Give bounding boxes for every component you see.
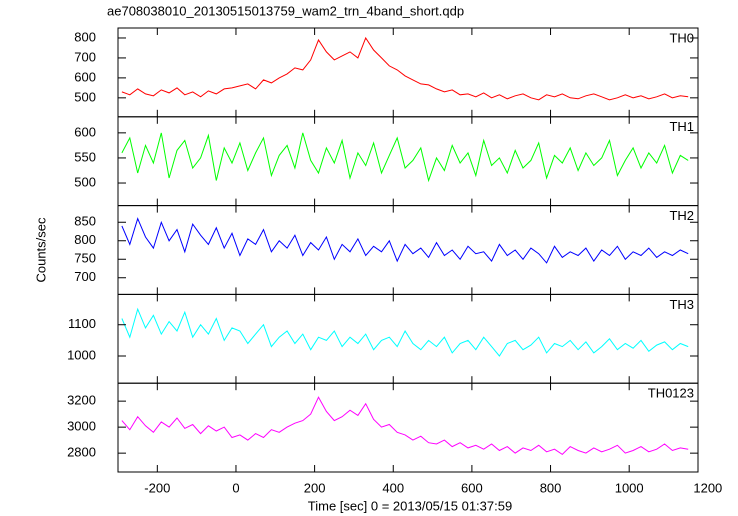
y-tick-label: 700 <box>74 49 96 64</box>
x-axis-label: Time [sec] 0 = 2013/05/15 01:37:59 <box>308 498 512 513</box>
y-tick-label: 750 <box>74 251 96 266</box>
y-tick-label: 3200 <box>67 393 96 408</box>
panel-frame <box>117 382 699 473</box>
y-tick-label: 600 <box>74 124 96 139</box>
x-tick-label: -200 <box>144 480 170 495</box>
x-tick-label: 400 <box>382 480 404 495</box>
series-line <box>121 396 689 456</box>
y-tick-label: 800 <box>74 29 96 44</box>
y-tick-label: 500 <box>74 174 96 189</box>
series-line <box>121 217 689 264</box>
y-tick-label: 500 <box>74 89 96 104</box>
x-tick-label: 800 <box>540 480 562 495</box>
y-tick-label: 600 <box>74 69 96 84</box>
y-tick-label: 800 <box>74 232 96 247</box>
panel-frame <box>117 293 699 384</box>
x-tick-label: 600 <box>461 480 483 495</box>
chart-title: ae708038010_20130515013759_wam2_trn_4ban… <box>107 3 464 18</box>
series-line <box>121 132 689 183</box>
panel-frame <box>117 116 699 207</box>
y-tick-label: 3000 <box>67 419 96 434</box>
x-tick-label: 0 <box>232 480 239 495</box>
series-line <box>121 36 689 101</box>
legend-label: TH0123 <box>648 386 694 401</box>
y-tick-label: 550 <box>74 149 96 164</box>
y-tick-label: 1000 <box>67 347 96 362</box>
y-tick-label: 2800 <box>67 445 96 460</box>
y-tick-label: 700 <box>74 269 96 284</box>
series-line <box>121 307 689 357</box>
panel-frame <box>117 205 699 295</box>
x-tick-label: 1200 <box>693 480 722 495</box>
panel-frame <box>117 27 699 118</box>
y-tick-label: 1100 <box>68 316 96 331</box>
legend-label: TH1 <box>669 119 694 134</box>
y-tick-label: 850 <box>74 214 96 229</box>
legend-label: TH0 <box>669 30 694 45</box>
x-tick-label: 1000 <box>615 480 644 495</box>
x-tick-label: 200 <box>304 480 326 495</box>
legend-label: TH2 <box>669 208 694 223</box>
legend-label: TH3 <box>669 297 694 312</box>
y-axis-label: Counts/sec <box>33 217 48 283</box>
